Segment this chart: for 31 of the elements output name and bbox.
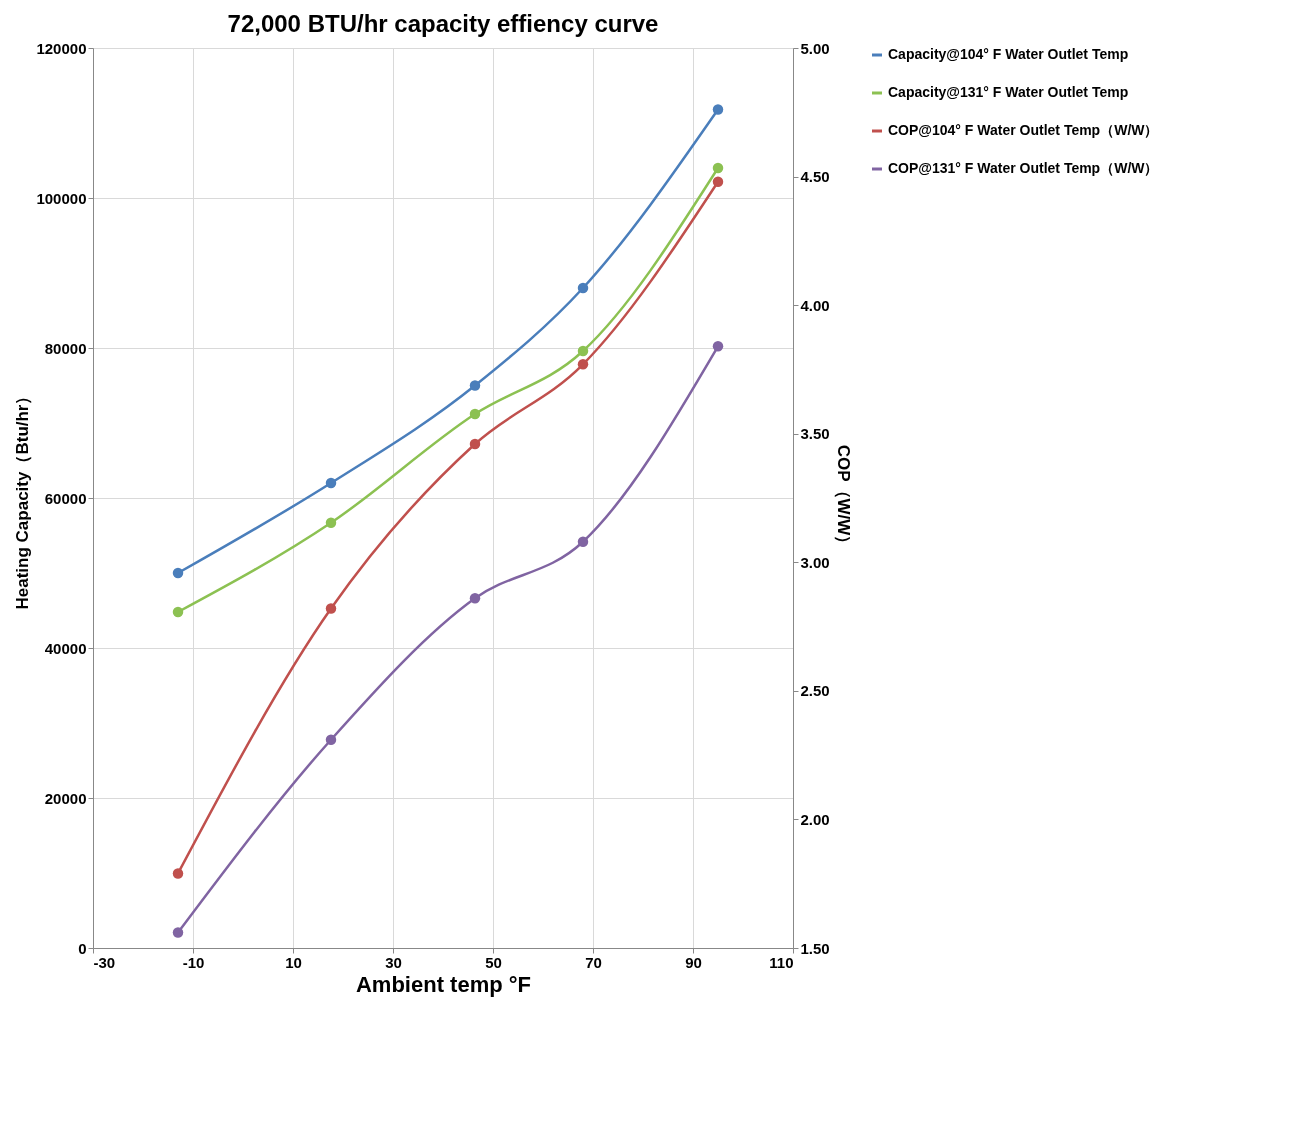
legend-label: COP@131° F Water Outlet Temp（W/W） — [888, 160, 1159, 176]
y-tick-label: 60000 — [44, 489, 87, 507]
y2-axis-title: COP（W/W） — [833, 444, 853, 553]
x-tick-label: 50 — [485, 953, 502, 971]
legend-label: Capacity@104° F Water Outlet Temp — [888, 46, 1129, 62]
x-axis-title: Ambient temp °F — [355, 971, 532, 997]
y-axis-title: Heating Capacity（Btu/hr） — [13, 387, 33, 610]
y-tick-label: 80000 — [44, 339, 87, 357]
y-tick-label: 20000 — [44, 789, 87, 807]
x-tick-label: -30 — [93, 953, 116, 971]
x-tick-label: 30 — [385, 953, 402, 971]
y2-tick-label: 4.50 — [800, 168, 830, 186]
chart-title: 72,000 BTU/hr capacity effiency curve — [227, 10, 659, 37]
x-tick-label: 10 — [285, 953, 302, 971]
x-tick-label: 110 — [769, 953, 794, 971]
x-tick-label: 90 — [685, 953, 702, 971]
x-tick-label: -10 — [182, 953, 205, 971]
y-tick-label: 40000 — [44, 639, 87, 657]
y-tick-label: 120000 — [36, 39, 87, 57]
y2-tick-label: 4.00 — [800, 296, 830, 314]
y2-tick-label: 3.00 — [800, 553, 830, 571]
y2-tick-label: 2.00 — [800, 810, 830, 828]
legend-label: COP@104° F Water Outlet Temp（W/W） — [888, 122, 1159, 138]
y2-tick-label: 5.00 — [800, 39, 830, 57]
y2-tick-label: 3.50 — [800, 425, 830, 443]
x-tick-label: 70 — [585, 953, 602, 971]
y-tick-label: 100000 — [36, 189, 87, 207]
y2-tick-label: 1.50 — [800, 939, 830, 957]
y-tick-label: 0 — [78, 939, 87, 957]
y2-tick-label: 2.50 — [800, 682, 830, 700]
legend-label: Capacity@131° F Water Outlet Temp — [888, 84, 1129, 100]
